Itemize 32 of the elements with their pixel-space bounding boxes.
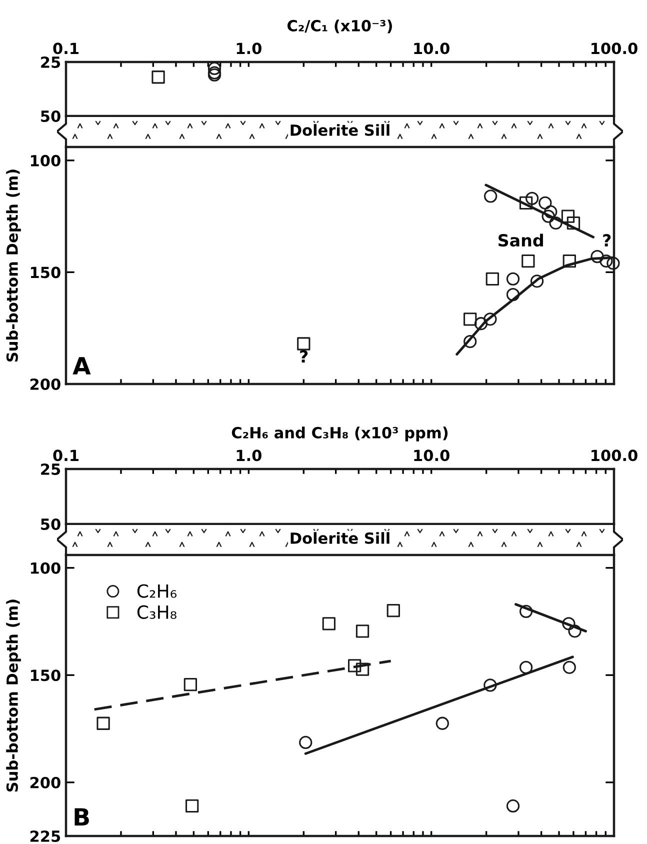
legend-label: C₂H₆ bbox=[137, 584, 176, 598]
y-tick-label: 25 bbox=[41, 463, 60, 476]
x-tick-label: 0.1 bbox=[53, 450, 78, 462]
y-axis-title: Sub-bottom Depth (m) bbox=[6, 170, 21, 362]
annotation: ? bbox=[603, 234, 611, 246]
y-axis-title: Sub-bottom Depth (m) bbox=[6, 600, 21, 792]
x-tick-label: 10.0 bbox=[414, 42, 450, 54]
y-tick-label: 200 bbox=[30, 378, 60, 390]
y-tick-label: 50 bbox=[41, 518, 60, 530]
annotation: Sand bbox=[498, 234, 543, 247]
y-tick-label: 25 bbox=[41, 56, 60, 68]
y-tick-label: 150 bbox=[30, 670, 60, 682]
x-tick-label: 1.0 bbox=[236, 450, 262, 462]
annotation: B bbox=[74, 808, 89, 826]
x-tick-label: 100.0 bbox=[592, 42, 638, 54]
y-tick-label: 225 bbox=[30, 830, 60, 842]
legend-label: C₃H₈ bbox=[137, 605, 176, 619]
y-tick-label: 150 bbox=[30, 266, 60, 278]
y-tick-label: 100 bbox=[30, 562, 60, 574]
x-tick-label: 100.0 bbox=[592, 450, 638, 462]
x-tick-label: 0.1 bbox=[53, 42, 78, 54]
x-axis-title: C₂/C₁ (x10⁻³) bbox=[287, 20, 392, 34]
text: Dolerite Sill bbox=[290, 124, 390, 136]
y-tick-label: 100 bbox=[30, 154, 60, 166]
annotation: ? bbox=[300, 350, 308, 363]
annotation: A bbox=[72, 357, 91, 374]
x-axis-title: C₂H₆ and C₃H₈ (x10³ ppm) bbox=[232, 426, 448, 442]
y-tick-label: 50 bbox=[41, 110, 60, 122]
x-tick-label: 10.0 bbox=[414, 450, 450, 462]
y-tick-label: 200 bbox=[30, 776, 60, 788]
text: Dolerite Sill bbox=[290, 532, 390, 544]
x-tick-label: 1.0 bbox=[236, 42, 262, 54]
